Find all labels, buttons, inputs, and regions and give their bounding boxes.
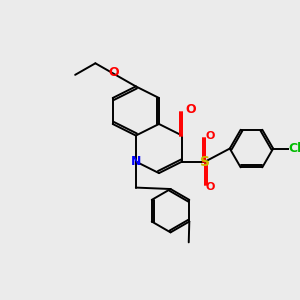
Text: O: O [206,182,215,192]
Text: S: S [200,154,210,169]
Text: O: O [206,131,215,141]
Text: O: O [185,103,196,116]
Text: N: N [131,155,141,168]
Text: Cl: Cl [289,142,300,155]
Text: O: O [109,66,119,79]
